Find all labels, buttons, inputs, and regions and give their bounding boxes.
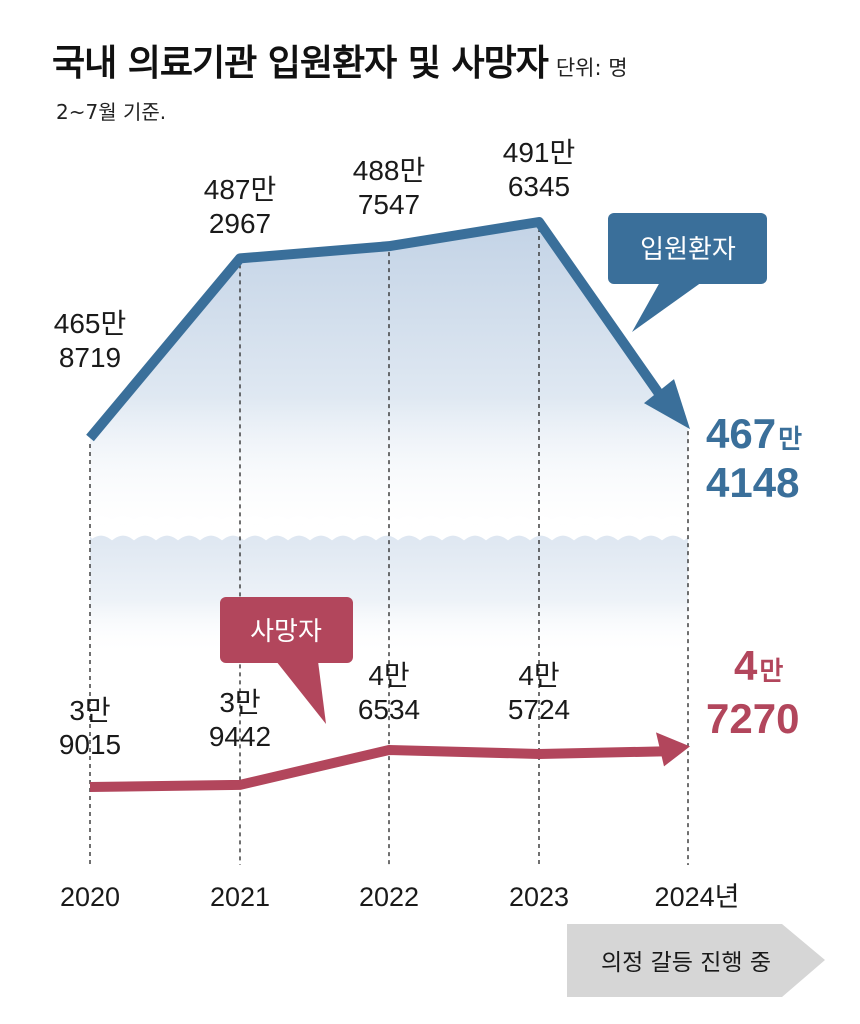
deaths-label-bottom-2022: 6534 bbox=[358, 694, 420, 725]
x-tick-2022: 2022 bbox=[359, 882, 419, 912]
inpatient-label-top-2020: 465만 bbox=[54, 308, 126, 339]
inpatient-label-top-2023: 491만 bbox=[503, 137, 575, 168]
inpatient-label-bottom-2021: 2967 bbox=[209, 208, 271, 239]
deaths-label-bottom-2023: 5724 bbox=[508, 694, 570, 725]
deaths-callout-label: 사망자 bbox=[250, 617, 322, 647]
deaths-final-bottom: 7270 bbox=[706, 695, 799, 742]
deaths-final-label: 4만 bbox=[734, 642, 783, 689]
deaths-callout-box bbox=[220, 597, 353, 663]
inpatient-arrow-head bbox=[644, 379, 690, 430]
deaths-arrow-head bbox=[656, 732, 690, 767]
x-tick-2021: 2021 bbox=[210, 882, 270, 912]
inpatient-final-label: 467만 bbox=[706, 410, 802, 457]
deaths-label-top-2021: 3만 bbox=[219, 687, 260, 718]
inpatient-final-bottom: 4148 bbox=[706, 459, 799, 506]
x-tick-2024: 2024년 bbox=[655, 882, 740, 912]
deaths-final-unit: 만 bbox=[759, 657, 783, 687]
inpatient-label-bottom-2020: 8719 bbox=[59, 342, 121, 373]
deaths-label-top-2023: 4만 bbox=[518, 660, 559, 691]
unit-label: 단위: 명 bbox=[555, 56, 628, 80]
chart-title: 국내 의료기관 입원환자 및 사망자 bbox=[52, 43, 549, 84]
inpatient-callout-box bbox=[608, 213, 767, 284]
deaths-callout-tail bbox=[276, 661, 326, 724]
inpatient-label-top-2021: 487만 bbox=[204, 174, 276, 205]
inpatient-label-bottom-2022: 7547 bbox=[358, 189, 420, 220]
annotation-banner bbox=[567, 924, 825, 997]
banner-layer: 의정 갈등 진행 중 bbox=[567, 924, 825, 997]
deaths-label-top-2020: 3만 bbox=[69, 695, 110, 726]
area-fade bbox=[90, 535, 688, 655]
inpatient-label-top-2022: 488만 bbox=[353, 155, 425, 186]
axis-break-wave bbox=[87, 516, 709, 529]
deaths-label-bottom-2021: 9442 bbox=[209, 721, 271, 752]
deaths-label-top-2022: 4만 bbox=[368, 660, 409, 691]
deaths-line bbox=[89, 745, 663, 792]
ticks-layer: 2020 2021 2022 2023 2024년 bbox=[60, 882, 739, 912]
labels-layer: 465만8719487만2967488만7547491만6345467만4148… bbox=[54, 137, 802, 760]
area-layer bbox=[87, 222, 709, 655]
deaths-final-top: 4 bbox=[734, 642, 758, 689]
inpatient-final-unit: 만 bbox=[778, 425, 802, 455]
title-row: 국내 의료기관 입원환자 및 사망자 단위: 명 bbox=[52, 34, 628, 86]
inpatient-callout-label: 입원환자 bbox=[640, 235, 736, 265]
axis-break-wave-2 bbox=[87, 528, 709, 541]
x-tick-2020: 2020 bbox=[60, 882, 120, 912]
deaths-label-bottom-2020: 9015 bbox=[59, 729, 121, 760]
lines-layer bbox=[86, 217, 690, 792]
inpatient-label-bottom-2023: 6345 bbox=[508, 171, 570, 202]
x-tick-2023: 2023 bbox=[509, 882, 569, 912]
inpatient-callout-tail bbox=[632, 282, 702, 332]
annotation-text: 의정 갈등 진행 중 bbox=[601, 950, 771, 976]
inpatient-final-top: 467 bbox=[706, 410, 776, 457]
period-note: 2~7월 기준. bbox=[56, 100, 167, 124]
